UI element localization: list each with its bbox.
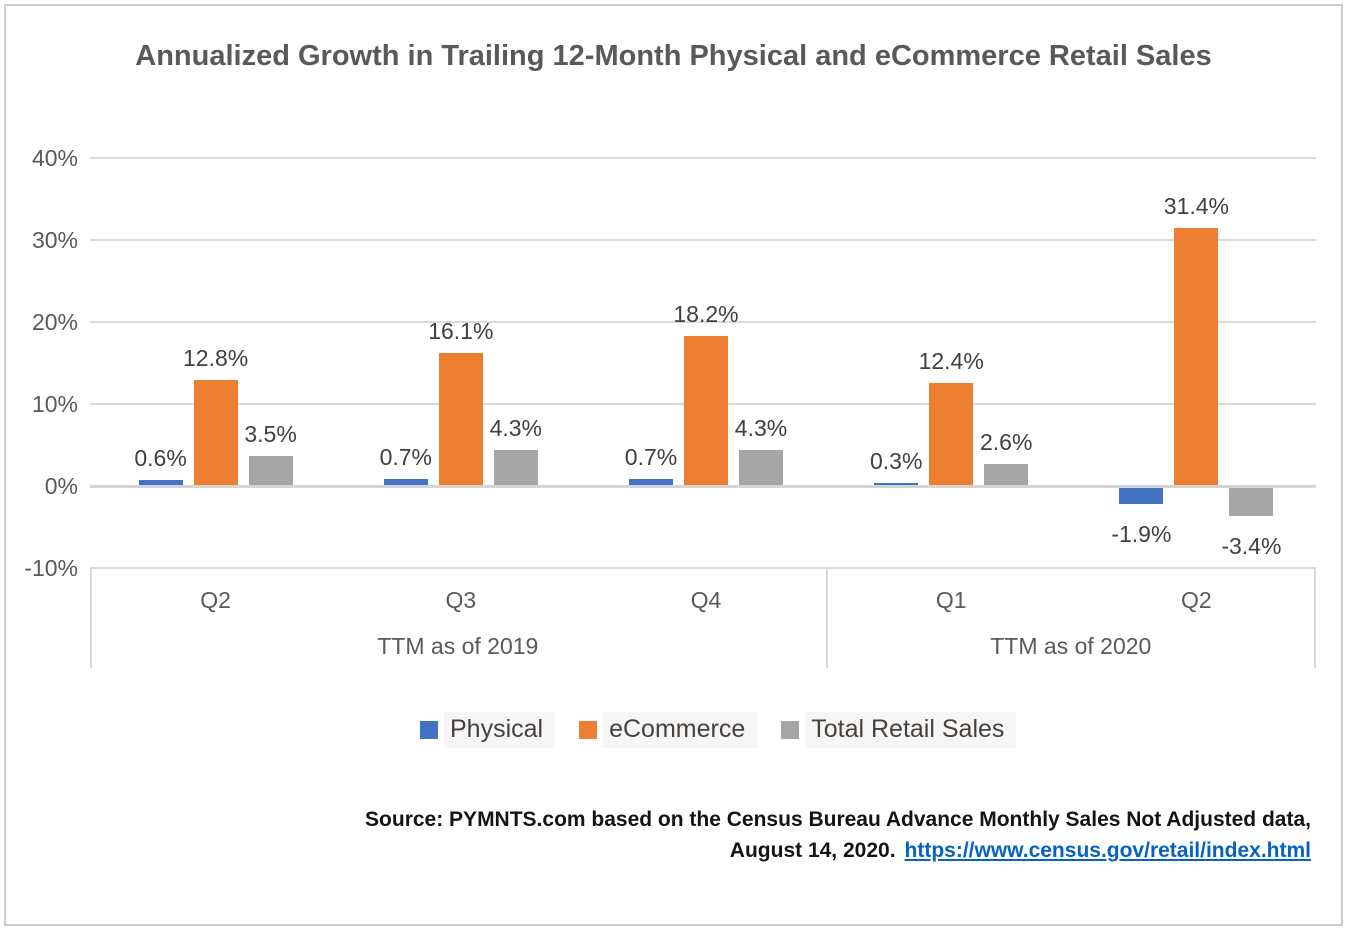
category-axis-divider — [1314, 567, 1316, 668]
bar-physical-group5 — [1119, 488, 1164, 504]
bar-physical-group1 — [138, 480, 183, 485]
chart-title: Annualized Growth in Trailing 12-Month P… — [135, 40, 1212, 72]
source-line-1: Source: PYMNTS.com based on the Census B… — [365, 808, 1311, 831]
bar-total-retail-sales-group3 — [739, 449, 783, 485]
bar-value-label-physical-group5: -1.9% — [1111, 520, 1172, 547]
bar-total-retail-sales-group5 — [1229, 488, 1274, 516]
category-axis-divider — [825, 567, 828, 668]
legend-swatch-icon-physical — [420, 721, 438, 739]
bar-ecommerce-group4 — [929, 383, 974, 485]
bar-value-label-total-retail-sales-group5: -3.4% — [1221, 532, 1282, 559]
bar-total-retail-sales-group2 — [493, 449, 538, 485]
bar-physical-group4 — [874, 482, 919, 485]
x-axis-group-label-ttm-as-of-2019: TTM as of 2019 — [377, 633, 539, 659]
bar-value-label-ecommerce-group1: 12.8% — [182, 345, 249, 372]
x-axis-label-q3-2: Q3 — [445, 587, 477, 613]
legend: Physical eCommerce Total Retail Sales — [420, 712, 1017, 748]
gridline — [90, 567, 1316, 569]
legend-label-total-retail-sales: Total Retail Sales — [805, 712, 1017, 748]
x-axis-group-label-ttm-as-of-2020: TTM as of 2020 — [990, 633, 1152, 659]
bar-value-label-total-retail-sales-group4: 2.6% — [979, 428, 1033, 455]
y-axis-tick-label: 30% — [31, 227, 78, 253]
bar-total-retail-sales-group4 — [984, 463, 1029, 485]
bar-value-label-physical-group3: 0.7% — [624, 444, 678, 471]
bar-value-label-ecommerce-group5: 31.4% — [1163, 192, 1229, 219]
x-axis-label-q2-1: Q2 — [200, 587, 231, 613]
bar-ecommerce-group3 — [684, 335, 728, 485]
bar-value-label-physical-group2: 0.7% — [379, 444, 433, 471]
y-axis-tick-label: -10% — [24, 555, 78, 581]
gridline — [90, 157, 1316, 159]
x-axis-label-q1-4: Q1 — [935, 587, 967, 613]
legend-swatch-icon-total-retail-sales — [781, 721, 800, 739]
bar-value-label-ecommerce-group3: 18.2% — [673, 300, 739, 327]
bar-value-label-ecommerce-group4: 12.4% — [918, 348, 984, 375]
bar-value-label-ecommerce-group2: 16.1% — [428, 317, 494, 344]
legend-item-total-retail-sales: Total Retail Sales — [781, 712, 1017, 748]
bar-value-label-physical-group1: 0.6% — [134, 445, 187, 472]
bar-value-label-total-retail-sales-group1: 3.5% — [244, 421, 297, 448]
source-line-2: August 14, 2020. https://www.census.gov/r… — [365, 835, 1311, 866]
bar-total-retail-sales-group1 — [248, 456, 293, 485]
x-axis-label-q4-3: Q4 — [690, 587, 722, 613]
bar-value-label-total-retail-sales-group2: 4.3% — [489, 414, 543, 441]
legend-item-physical: Physical — [420, 712, 556, 748]
zero-axis-line — [90, 485, 1316, 488]
legend-label-physical: Physical — [444, 712, 556, 748]
legend-swatch-icon-ecommerce — [579, 721, 598, 739]
bar-physical-group3 — [629, 479, 673, 485]
x-axis-label-q2-5: Q2 — [1181, 587, 1212, 613]
bar-value-label-physical-group4: 0.3% — [869, 447, 923, 474]
category-axis-divider — [90, 567, 92, 668]
y-axis-tick-label: 10% — [31, 391, 78, 417]
bar-ecommerce-group1 — [193, 380, 238, 485]
source-note: Source: PYMNTS.com based on the Census B… — [365, 804, 1311, 866]
legend-label-ecommerce: eCommerce — [603, 712, 758, 748]
bar-ecommerce-group2 — [438, 352, 483, 485]
bar-physical-group2 — [383, 479, 428, 485]
gridline — [90, 239, 1316, 241]
legend-item-ecommerce: eCommerce — [579, 712, 758, 748]
source-date: August 14, 2020. — [729, 839, 896, 862]
y-axis-tick-label: 0% — [44, 473, 78, 499]
y-axis-tick-label: 40% — [31, 145, 78, 171]
y-axis-tick-label: 20% — [31, 309, 78, 335]
source-link[interactable]: https://www.census.gov/retail/index.html — [904, 839, 1311, 862]
gridline — [90, 321, 1316, 323]
bar-value-label-total-retail-sales-group3: 4.3% — [734, 414, 788, 441]
bar-ecommerce-group5 — [1174, 227, 1219, 485]
